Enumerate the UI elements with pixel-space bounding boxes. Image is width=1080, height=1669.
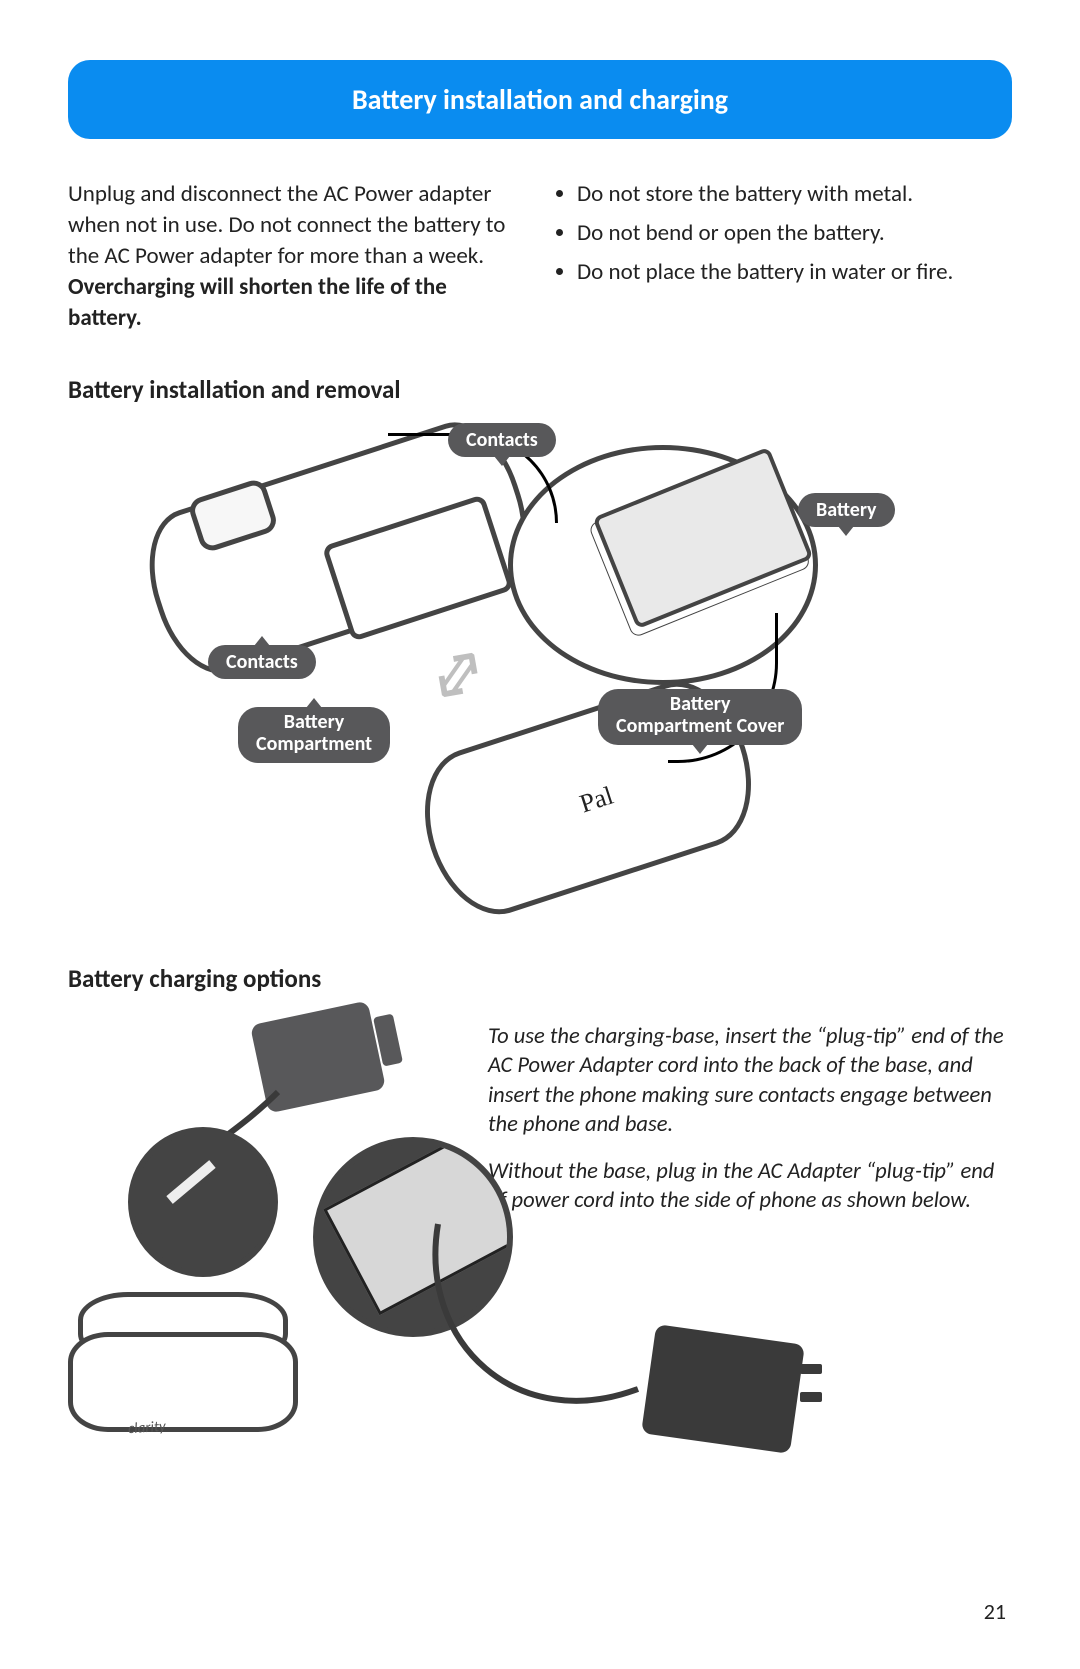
- callout-label-line1: Battery: [670, 692, 731, 716]
- callout-contacts-bottom: Contacts: [208, 645, 316, 679]
- intro-left-column: Unplug and disconnect the AC Power adapt…: [68, 179, 525, 334]
- callout-label: Contacts: [226, 650, 298, 674]
- callout-battery: Battery: [798, 493, 895, 527]
- bullet-item: Do not store the battery with metal.: [577, 179, 1012, 210]
- callout-label: Contacts: [466, 428, 538, 452]
- intro-left-prefix: Unplug and disconnect the AC Power adapt…: [68, 180, 505, 270]
- callout-pointer-icon: [494, 456, 510, 466]
- bullet-item: Do not place the battery in water or fir…: [577, 257, 1012, 288]
- page-title-text: Battery installation and charging: [352, 82, 728, 117]
- adapter-prongs-shape: [800, 1364, 822, 1419]
- callout-pointer-icon: [306, 698, 322, 708]
- insert-arrow-icon: ⇕: [409, 624, 506, 728]
- intro-left-bold: Overcharging will shorten the life of th…: [68, 273, 447, 332]
- callout-label-line1: Battery: [284, 710, 345, 734]
- base-body-shape: [68, 1332, 298, 1432]
- callout-battery-compartment: Battery Compartment: [238, 707, 390, 763]
- charging-diagram-right: [488, 1234, 1012, 1434]
- charging-base-shape: [68, 1292, 298, 1452]
- bullet-item: Do not bend or open the battery.: [577, 218, 1012, 249]
- page-number: 21: [984, 1598, 1006, 1625]
- callout-label-line2: Compartment Cover: [616, 714, 784, 738]
- callout-battery-cover: Battery Compartment Cover: [598, 689, 802, 745]
- battery-install-diagram: ⇕ Pal Contacts Battery Contacts Battery …: [68, 423, 1012, 923]
- callout-pointer-icon: [838, 526, 854, 536]
- charging-section: clarity To use the charging-base, insert…: [68, 1012, 1012, 1492]
- section-charging-title: Battery charging options: [68, 963, 1012, 994]
- plug-tip-detail-circle: [128, 1127, 278, 1277]
- callout-pointer-icon: [254, 636, 270, 646]
- ac-adapter-wrap: [648, 1334, 798, 1444]
- section-install-title: Battery installation and removal: [68, 374, 1012, 405]
- warning-bullet-list: Do not store the battery with metal. Do …: [555, 179, 1012, 288]
- charging-instructions: To use the charging-base, insert the “pl…: [488, 1012, 1012, 1492]
- page-title-banner: Battery installation and charging: [68, 60, 1012, 139]
- ac-adapter-shape: [641, 1324, 805, 1454]
- callout-contacts-top: Contacts: [448, 423, 556, 457]
- charging-paragraph-1: To use the charging-base, insert the “pl…: [488, 1022, 1012, 1139]
- callout-label: Battery: [816, 498, 877, 522]
- callout-pointer-icon: [692, 744, 708, 754]
- page: Battery installation and charging Unplug…: [0, 0, 1080, 1669]
- intro-right-column: Do not store the battery with metal. Do …: [555, 179, 1012, 334]
- callout-label-line2: Compartment: [256, 732, 372, 756]
- base-brand-label: clarity: [127, 1418, 166, 1439]
- intro-columns: Unplug and disconnect the AC Power adapt…: [68, 179, 1012, 334]
